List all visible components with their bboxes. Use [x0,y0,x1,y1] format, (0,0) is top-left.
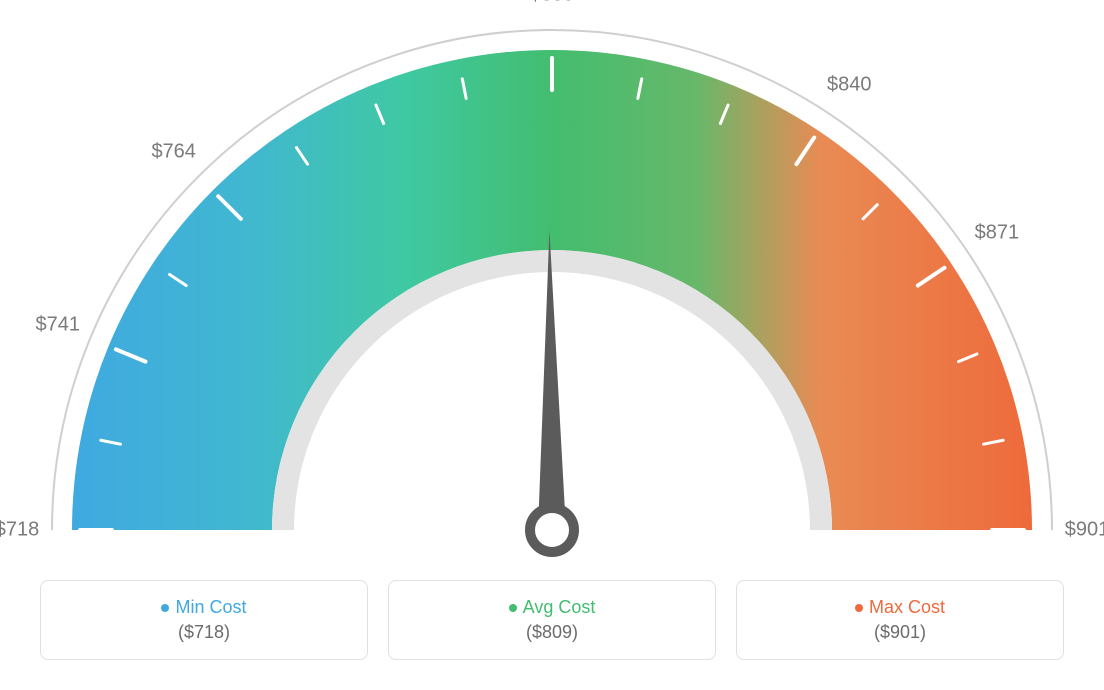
legend-dot-avg [509,604,517,612]
legend-label-max: Max Cost [869,597,945,618]
legend-card-min: Min Cost ($718) [40,580,368,660]
gauge-canvas: $718 $741 $764 $809 $840 $871 $901 [0,0,1104,570]
gauge-tick-label: $871 [975,221,1020,244]
legend-title-max: Max Cost [855,597,945,618]
legend-label-min: Min Cost [175,597,246,618]
legend-dot-max [855,604,863,612]
gauge-tick-label: $718 [0,519,39,542]
legend-title-min: Min Cost [161,597,246,618]
gauge-svg [0,0,1104,570]
cost-gauge-chart: $718 $741 $764 $809 $840 $871 $901 Min Cost ($… [0,0,1104,690]
legend-label-avg: Avg Cost [523,597,596,618]
gauge-tick-label: $764 [151,140,196,163]
legend-card-avg: Avg Cost ($809) [388,580,716,660]
legend-dot-min [161,604,169,612]
gauge-tick-label: $741 [35,314,80,337]
gauge-tick-label: $840 [827,74,872,97]
gauge-tick-label: $809 [530,0,575,7]
legend-row: Min Cost ($718) Avg Cost ($809) Max Cost… [40,580,1064,660]
legend-card-max: Max Cost ($901) [736,580,1064,660]
legend-value-avg: ($809) [526,622,578,643]
legend-value-min: ($718) [178,622,230,643]
legend-title-avg: Avg Cost [509,597,596,618]
gauge-tick-label: $901 [1065,519,1104,542]
legend-value-max: ($901) [874,622,926,643]
